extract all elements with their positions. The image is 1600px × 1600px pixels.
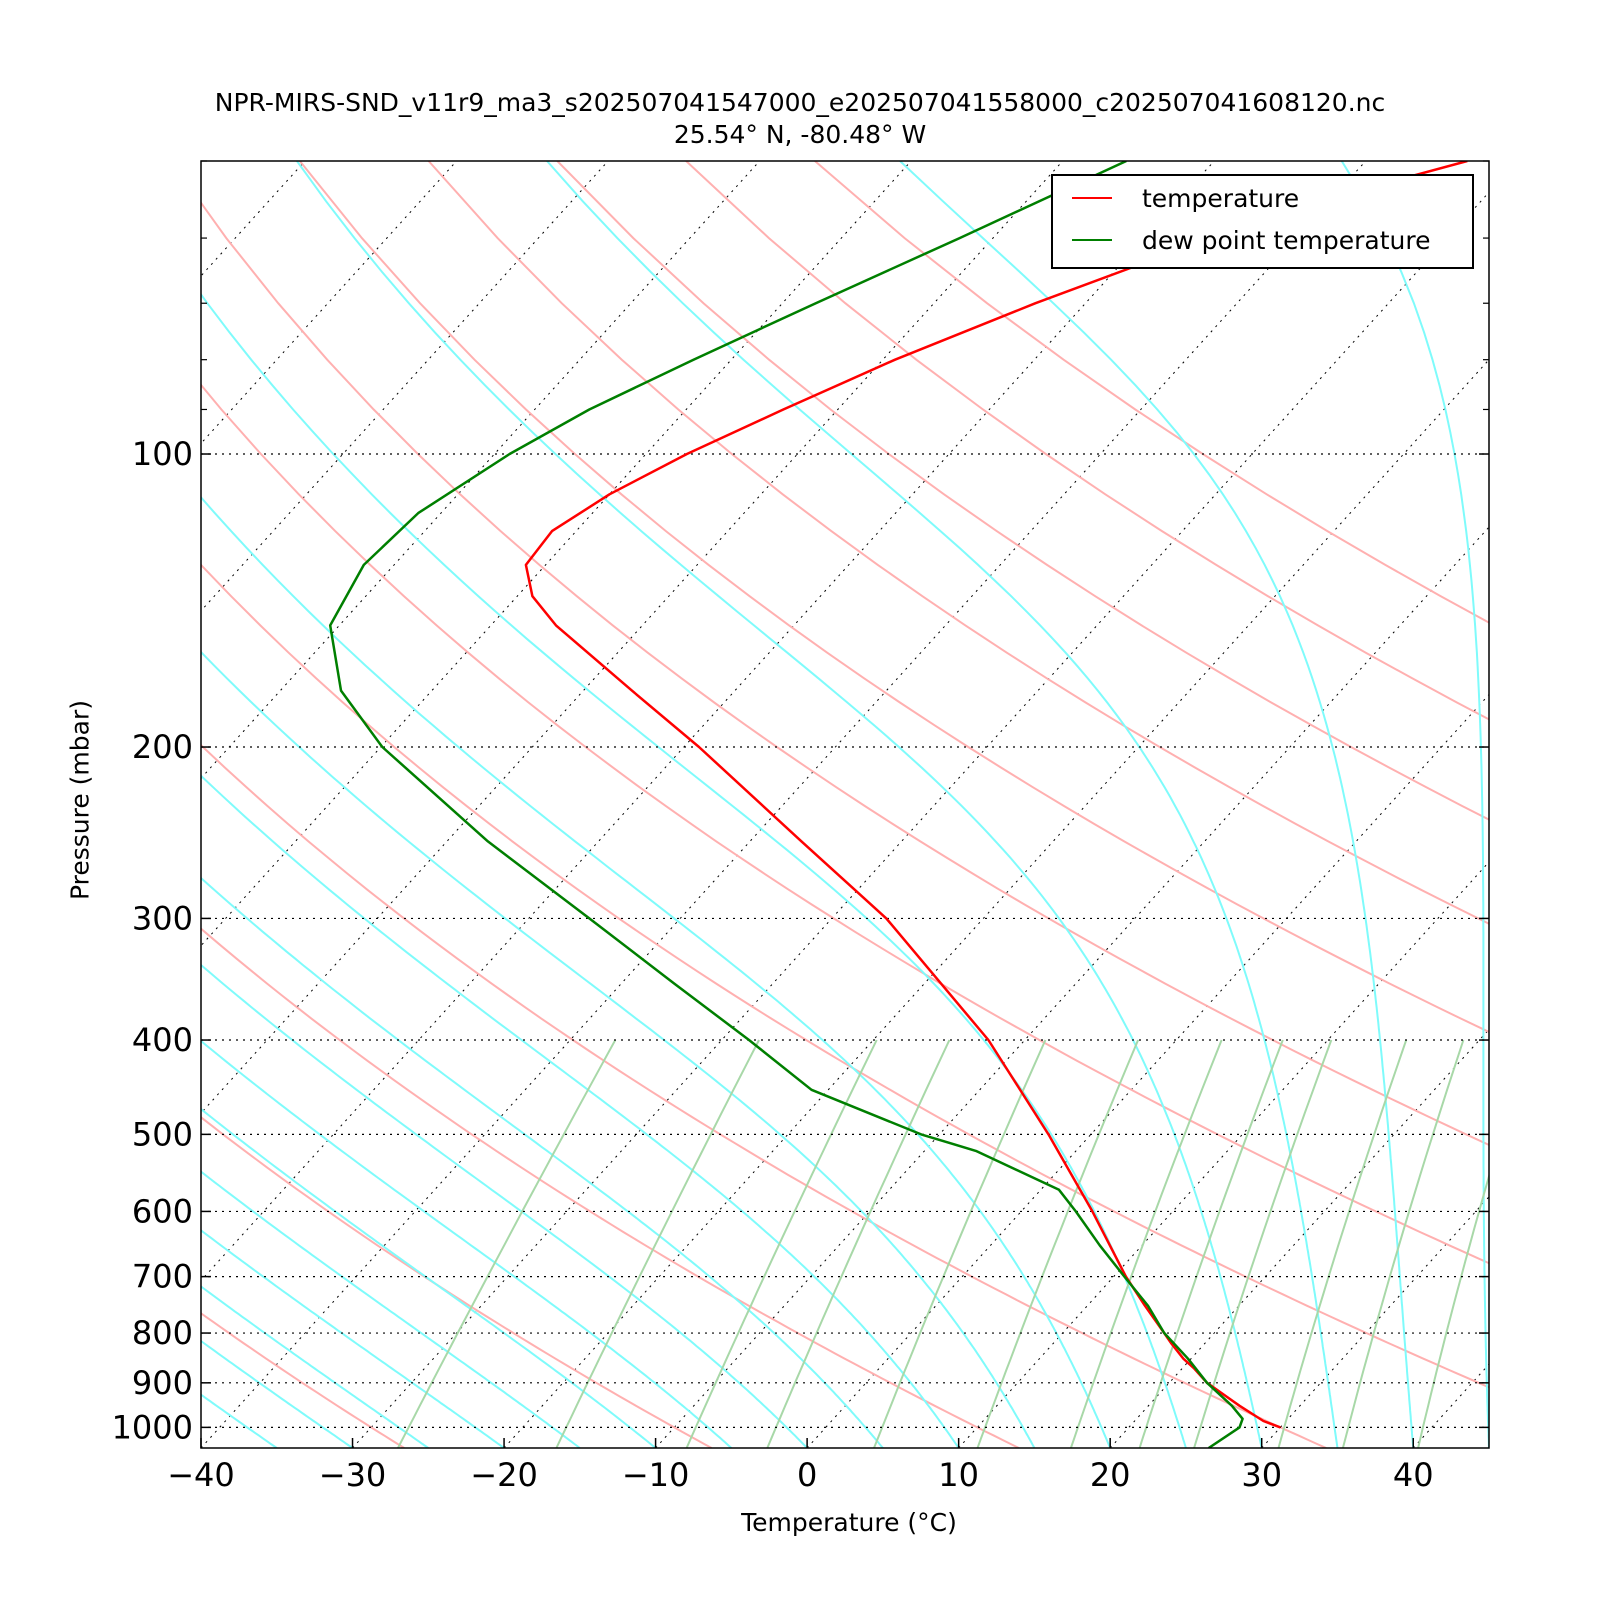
isotherm-line [201,161,1215,1282]
moist-adiabat-line [201,1170,581,1448]
isotherm-line [1412,1363,1489,1448]
x-tick-label: 30 [1241,1456,1282,1494]
mixing-ratio-line [1069,1039,1223,1448]
y-tick-label: 800 [132,1314,193,1352]
chart-subtitle: 25.54° N, -80.48° W [673,120,927,149]
dry-adiabat-line [685,161,1489,721]
moist-adiabat-line [201,1039,733,1448]
legend-box [1051,174,1474,269]
dewpoint-line [328,161,1244,1448]
dry-adiabat-line [201,1116,713,1448]
mixing-ratio-line [555,1039,760,1448]
dry-adiabat-line [201,383,1489,1265]
moist-adiabat-line [201,292,1187,1448]
x-tick-label: 0 [797,1456,817,1494]
moist-adiabat-line [1340,161,1489,1448]
moist-adiabat-line [296,161,1263,1448]
x-tick-label: −40 [167,1456,235,1494]
mixing-ratio-line [685,1039,878,1448]
isotherm-line [201,161,1367,1448]
isotherm-line [201,161,760,780]
moist-adiabat-line [201,876,884,1448]
legend-label-dewpoint: dew point temperature [1142,226,1431,255]
x-tick-label: −30 [319,1456,387,1494]
x-tick-label: 40 [1393,1456,1434,1494]
moist-adiabat-line [201,650,1036,1448]
axis-ticks: −40 −30 −20 −10 0 10 20 30 40 100 200 300 400 500 600 7… [112,160,1489,1494]
y-tick-label: 900 [132,1364,193,1402]
mixing-ratio-line [873,1039,1047,1448]
moist-adiabat-line [899,161,1415,1448]
chart-title: NPR-MIRS-SND_v11r9_ma3_s202507041547000_… [214,88,1386,117]
x-tick-label: 20 [1090,1456,1131,1494]
dry-adiabat-line [201,201,1489,1147]
x-tick-label: −20 [470,1456,538,1494]
isotherm-line [1565,161,1600,1448]
dry-adiabat-line [427,161,1489,925]
y-tick-label: 500 [132,1115,193,1153]
y-tick-label: 100 [132,435,193,473]
isotherm-line [201,161,1064,1114]
x-tick-label: −10 [622,1456,690,1494]
y-tick-label: 600 [132,1192,193,1230]
mixing-ratio-line [1277,1039,1408,1448]
moist-adiabat-line [201,774,960,1448]
mixing-ratio-line [1138,1039,1284,1448]
dry-adiabat-line [201,1312,405,1448]
y-tick-label: 300 [132,899,193,937]
isotherm-line [201,161,609,612]
plot-frame [200,160,1490,1449]
moist-adiabat-line [201,495,1112,1448]
dry-adiabat-line [299,161,1489,1034]
mixing-ratio-line [766,1039,951,1448]
moist-adiabat-line [201,963,808,1448]
dry-adiabat-line [201,743,1327,1448]
background-lines [0,161,1600,1448]
isotherm-line [503,358,1489,1448]
moist-adiabat-line [201,1107,657,1448]
isotherm-line [201,161,306,277]
isotherm-line [0,161,154,1448]
isotherm-line [1109,1028,1489,1448]
legend[interactable]: temperature dew point temperature [1051,174,1474,269]
y-tick-label: 400 [132,1021,193,1059]
dry-adiabat-line [201,563,1489,1389]
data-lines [328,161,1468,1448]
y-tick-label: 1000 [112,1408,193,1446]
temperature-line [524,161,1468,1429]
x-axis-label: Temperature (°C) [741,1508,957,1537]
x-tick-label: 10 [938,1456,979,1494]
moist-adiabat-line [546,161,1339,1448]
y-tick-label: 200 [132,728,193,766]
legend-label-temperature: temperature [1142,184,1299,213]
mixing-ratio-line [976,1039,1140,1448]
isotherm-line [201,161,457,445]
moist-adiabat-line [201,1229,505,1448]
mixing-ratio-line [1193,1039,1333,1448]
mixing-ratio-line [1417,1172,1489,1448]
pressure-gridlines [201,453,1489,1428]
moist-adiabat-line [201,1285,429,1448]
dry-adiabat-line [201,927,1020,1448]
mixing-ratio-line [397,1039,617,1448]
y-tick-label: 700 [132,1258,193,1296]
mixing-ratio-line [1341,1039,1465,1448]
moist-adiabat-line [201,1339,354,1448]
dry-adiabat-line [556,161,1489,821]
